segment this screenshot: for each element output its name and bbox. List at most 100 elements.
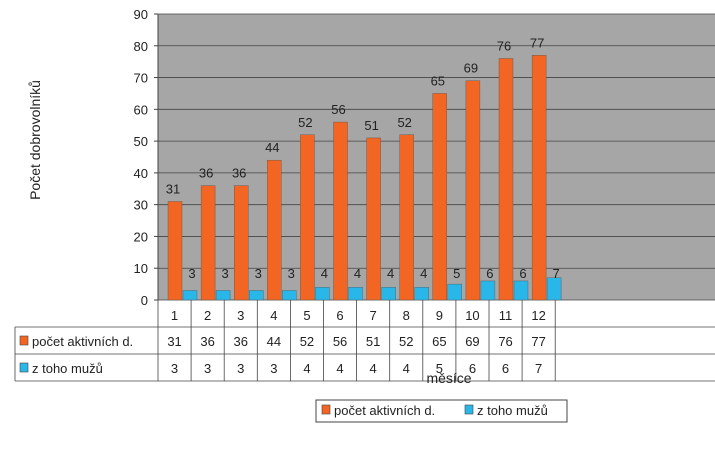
data-label: 31 <box>166 181 180 196</box>
data-label: 76 <box>497 38 511 53</box>
table-cell: 3 <box>237 361 244 376</box>
legend-swatch-series-2 <box>464 404 474 415</box>
data-label: 3 <box>221 266 228 281</box>
table-cell: 4 <box>303 361 310 376</box>
legend-swatch-series-1 <box>321 404 331 415</box>
bar <box>300 134 315 301</box>
data-label: 4 <box>354 266 361 281</box>
bar <box>432 93 447 301</box>
x-tick-label: 11 <box>499 308 513 323</box>
data-label: 4 <box>420 266 427 281</box>
data-label: 3 <box>288 266 295 281</box>
bar <box>282 290 297 301</box>
data-label: 4 <box>321 266 328 281</box>
table-cell: 5 <box>436 361 443 376</box>
bar <box>182 290 198 301</box>
x-tick-label: 10 <box>465 308 479 323</box>
bar <box>315 287 330 301</box>
bars <box>167 55 562 301</box>
table-cell: 4 <box>403 361 410 376</box>
bar <box>465 80 481 301</box>
x-tick-label: 2 <box>204 308 211 323</box>
bar <box>498 58 514 301</box>
data-label: 56 <box>331 102 345 117</box>
table-cell: 4 <box>370 361 377 376</box>
data-label: 69 <box>464 61 478 76</box>
table-cell: 36 <box>200 334 214 349</box>
table-cell: 6 <box>502 361 509 376</box>
bar <box>248 290 264 301</box>
table-legend-swatch <box>19 335 29 346</box>
legend: počet aktivních d. z toho mužů <box>315 399 568 423</box>
x-tick-label: 1 <box>171 308 178 323</box>
data-label: 5 <box>453 266 460 281</box>
data-label: 6 <box>519 266 526 281</box>
data-label: 36 <box>199 166 213 181</box>
data-label: 6 <box>486 266 493 281</box>
data-label: 4 <box>387 266 394 281</box>
bar <box>447 283 462 301</box>
bar <box>546 277 562 301</box>
bar <box>215 290 231 301</box>
table-cell: 36 <box>234 334 248 349</box>
legend-label-series-2: z toho mužů <box>477 403 548 418</box>
bar <box>381 287 396 301</box>
y-tick-label: 50 <box>134 134 148 149</box>
y-tick-label: 70 <box>134 71 148 86</box>
table-cell: 69 <box>465 334 479 349</box>
table-cell: 77 <box>531 334 545 349</box>
data-label: 3 <box>188 266 195 281</box>
data-label: 36 <box>232 166 246 181</box>
x-tick-label: 6 <box>336 308 343 323</box>
data-label: 77 <box>530 35 544 50</box>
table-cell: 76 <box>498 334 512 349</box>
table-row-header: počet aktivních d. <box>32 334 133 349</box>
x-tick-label: 4 <box>270 308 277 323</box>
table-cell: 6 <box>469 361 476 376</box>
bar <box>531 55 547 301</box>
bar <box>513 280 529 301</box>
bar <box>233 185 249 301</box>
table-cell: 56 <box>333 334 347 349</box>
x-tick-label: 3 <box>237 308 244 323</box>
table-cell: 65 <box>432 334 446 349</box>
table-cell: 51 <box>366 334 380 349</box>
data-label: 44 <box>265 140 279 155</box>
y-tick-label: 60 <box>134 102 148 117</box>
bar <box>348 287 363 301</box>
x-tick-label: 12 <box>531 308 545 323</box>
legend-box <box>315 399 568 423</box>
data-label: 3 <box>255 266 262 281</box>
bar <box>333 121 348 301</box>
table-cell: 3 <box>270 361 277 376</box>
bar <box>167 201 183 301</box>
x-tick-label: 5 <box>303 308 310 323</box>
bar <box>366 137 381 301</box>
y-tick-label: 20 <box>134 229 148 244</box>
table-legend-swatch <box>19 362 29 373</box>
y-tick-label: 0 <box>141 293 148 308</box>
y-tick-label: 10 <box>134 261 148 276</box>
table-cell: 3 <box>171 361 178 376</box>
table-cell: 4 <box>336 361 343 376</box>
table-cell: 3 <box>204 361 211 376</box>
y-tick-label: 90 <box>134 7 148 22</box>
data-label: 65 <box>431 73 445 88</box>
bar <box>200 185 216 301</box>
table-cell: 31 <box>167 334 181 349</box>
data-label: 51 <box>364 118 378 133</box>
y-tick-label: 80 <box>134 39 148 54</box>
table-cell: 52 <box>399 334 413 349</box>
data-label: 52 <box>397 115 411 130</box>
x-tick-label: 7 <box>370 308 377 323</box>
bar <box>480 280 496 301</box>
y-axis: 0 10 20 30 40 50 60 70 80 90 <box>134 7 159 308</box>
y-axis-title: Počet dobrovolníků <box>27 80 43 200</box>
bar <box>267 159 282 301</box>
y-tick-label: 30 <box>134 198 148 213</box>
table-cell: 7 <box>535 361 542 376</box>
y-tick-label: 40 <box>134 166 148 181</box>
